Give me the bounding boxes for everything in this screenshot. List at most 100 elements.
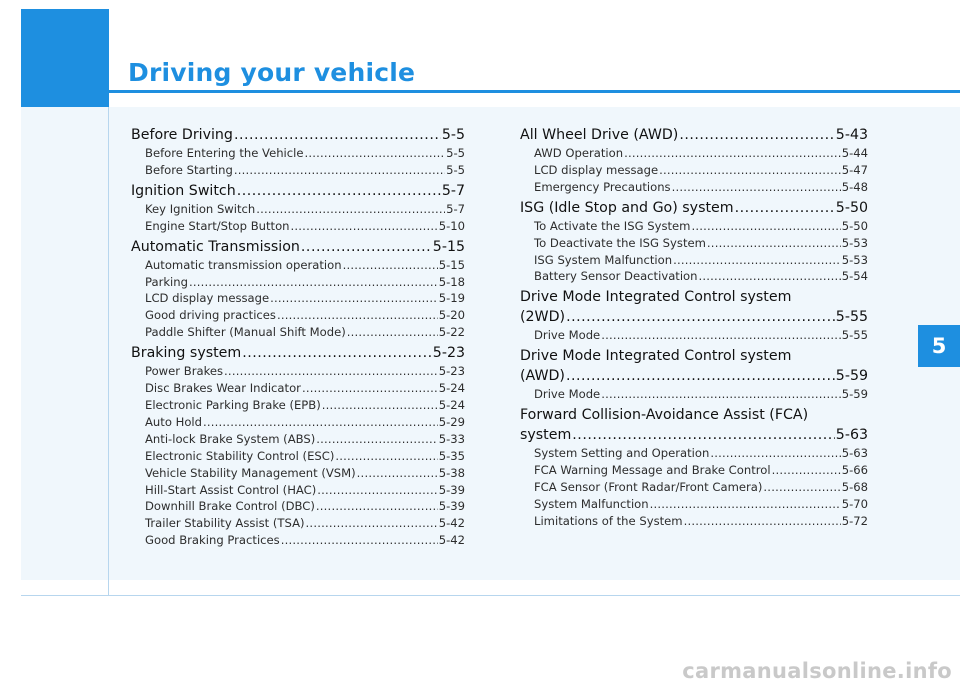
toc-entry-label: FCA Warning Message and Brake Control [534, 463, 771, 478]
toc-entry[interactable]: Good driving practices 5-20 [131, 307, 465, 324]
toc-entry-page-number: 5-59 [841, 387, 868, 402]
toc-entry-page-number: 5-72 [841, 513, 868, 528]
dot-leader [650, 496, 841, 513]
toc-entry[interactable]: Automatic transmission operation 5-15 [131, 257, 465, 274]
toc-entry[interactable]: LCD display message 5-47 [520, 162, 868, 179]
toc-entry-page-number: 5-5 [446, 146, 465, 160]
toc-entry[interactable]: Before Entering the Vehicle 5-5 [131, 145, 465, 162]
toc-entry[interactable]: Vehicle Stability Management (VSM) 5-38 [131, 465, 465, 482]
dot-leader [277, 307, 438, 324]
toc-entry[interactable]: Battery Sensor Deactivation 5-54 [520, 268, 868, 285]
dot-leader [357, 465, 438, 482]
toc-entry-label: Auto Hold [145, 414, 202, 429]
toc-entry[interactable]: System Malfunction 5-70 [520, 496, 868, 513]
section-heading-line1[interactable]: Forward Collision-Avoidance Assist (FCA) [520, 407, 809, 424]
toc-entry-page-number: 5-23 [438, 364, 465, 379]
toc-entry[interactable]: Hill-Start Assist Control (HAC) 5-39 [131, 482, 465, 499]
toc-entry[interactable]: Electronic Stability Control (ESC) 5-35 [131, 448, 465, 465]
toc-entry[interactable]: Auto Hold 5-29 [131, 414, 465, 431]
toc-section: Ignition Switch 5-7 Key Ignition Switch 5-7… [131, 181, 465, 235]
toc-entry[interactable]: AWD Operation 5-44 [520, 145, 868, 162]
toc-entry[interactable]: Key Ignition Switch 5-7 [131, 201, 465, 218]
toc-entry[interactable]: Trailer Stability Assist (TSA) 5-42 [131, 515, 465, 532]
toc-entry-page-number: 5-53 [841, 252, 868, 267]
section-heading-label: (AWD) [520, 368, 565, 385]
toc-entry-page-number: 5-7 [446, 201, 465, 216]
section-heading-line1[interactable]: Drive Mode Integrated Control system [520, 289, 792, 306]
dot-leader [699, 268, 841, 285]
toc-entry[interactable]: FCA Warning Message and Brake Control 5-6… [520, 462, 868, 479]
toc-entry[interactable]: Power Brakes 5-23 [131, 363, 465, 380]
toc-entry-label: Key Ignition Switch [145, 201, 256, 216]
toc-entry[interactable]: To Deactivate the ISG System 5-53 [520, 235, 868, 252]
toc-entry[interactable]: Emergency Precautions 5-48 [520, 179, 868, 196]
section-heading-label: system [520, 427, 572, 444]
section-heading[interactable]: ISG (Idle Stop and Go) system 5-50 [520, 198, 868, 218]
toc-entry-label: To Activate the ISG System [534, 218, 691, 233]
toc-entry[interactable]: Before Starting 5-5 [131, 162, 465, 179]
dot-leader [317, 482, 437, 499]
toc-entry[interactable]: LCD display message 5-19 [131, 290, 465, 307]
toc-entry-label: ISG System Malfunction [534, 252, 673, 267]
toc-entry-page-number: 5-39 [438, 499, 465, 514]
section-heading-line1[interactable]: Drive Mode Integrated Control system [520, 348, 792, 365]
toc-entry-label: Paddle Shifter (Manual Shift Mode) [145, 325, 346, 340]
toc-entry-label: LCD display message [534, 162, 659, 177]
toc-entry-page-number: 5-35 [438, 448, 465, 463]
section-heading[interactable]: All Wheel Drive (AWD) 5-43 [520, 125, 868, 145]
toc-entry[interactable]: Electronic Parking Brake (EPB) 5-24 [131, 397, 465, 414]
toc-entry[interactable]: To Activate the ISG System 5-50 [520, 218, 868, 235]
section-heading-label: Automatic Transmission [131, 238, 300, 255]
dot-leader [237, 181, 441, 201]
dot-leader [772, 462, 841, 479]
toc-entry[interactable]: Paddle Shifter (Manual Shift Mode) 5-22 [131, 324, 465, 341]
section-heading[interactable]: (2WD) 5-55 [520, 307, 868, 327]
section-heading-page-number: 5-63 [835, 427, 868, 444]
page-title: Driving your vehicle [128, 58, 416, 87]
toc-entry[interactable]: Parking 5-18 [131, 274, 465, 291]
header-color-block [21, 9, 109, 107]
dot-leader [270, 290, 438, 307]
toc-entry[interactable]: Drive Mode 5-55 [520, 327, 868, 344]
toc-entry[interactable]: Engine Start/Stop Button 5-10 [131, 218, 465, 235]
dot-leader [691, 218, 840, 235]
toc-entry-page-number: 5-55 [841, 328, 868, 343]
section-heading[interactable]: Before Driving 5-5 [131, 125, 465, 145]
dot-leader [707, 235, 841, 252]
chapter-tab[interactable]: 5 [918, 325, 960, 367]
dot-leader [347, 324, 438, 341]
toc-entry-page-number: 5-48 [841, 179, 868, 194]
dot-leader [601, 327, 841, 344]
toc-entry[interactable]: Anti-lock Brake System (ABS) 5-33 [131, 431, 465, 448]
toc-entry[interactable]: Disc Brakes Wear Indicator 5-24 [131, 380, 465, 397]
toc-entry-page-number: 5-24 [438, 397, 465, 412]
toc-entry-label: Drive Mode [534, 328, 601, 343]
section-heading-page-number: 5-15 [432, 238, 465, 255]
section-heading-page-number: 5-7 [441, 182, 465, 199]
toc-entry-page-number: 5-22 [438, 325, 465, 340]
toc-entry[interactable]: Drive Mode 5-59 [520, 386, 868, 403]
toc-entry-label: Before Starting [145, 162, 233, 177]
toc-entry[interactable]: FCA Sensor (Front Radar/Front Camera) 5-6… [520, 479, 868, 496]
toc-entry-label: FCA Sensor (Front Radar/Front Camera) [534, 479, 763, 494]
toc-entry[interactable]: System Setting and Operation 5-63 [520, 445, 868, 462]
section-heading[interactable]: Automatic Transmission 5-15 [131, 237, 465, 257]
toc-entry[interactable]: Good Braking Practices 5-42 [131, 532, 465, 549]
toc-entry-label: Battery Sensor Deactivation [534, 269, 698, 284]
section-heading-label: (2WD) [520, 309, 566, 326]
toc-entry[interactable]: ISG System Malfunction 5-53 [520, 252, 868, 269]
section-heading[interactable]: (AWD) 5-59 [520, 366, 868, 386]
dot-leader [672, 179, 841, 196]
dot-leader [673, 252, 841, 269]
dot-leader [624, 145, 841, 162]
section-heading[interactable]: Ignition Switch 5-7 [131, 181, 465, 201]
toc-entry[interactable]: Downhill Brake Control (DBC) 5-39 [131, 498, 465, 515]
toc-entry-label: Electronic Stability Control (ESC) [145, 448, 335, 463]
title-underline [109, 90, 960, 93]
section-heading[interactable]: Braking system 5-23 [131, 343, 465, 363]
toc-entry[interactable]: Limitations of the System 5-72 [520, 513, 868, 530]
dot-leader [281, 532, 438, 549]
dot-leader [316, 431, 437, 448]
section-heading[interactable]: system 5-63 [520, 425, 868, 445]
